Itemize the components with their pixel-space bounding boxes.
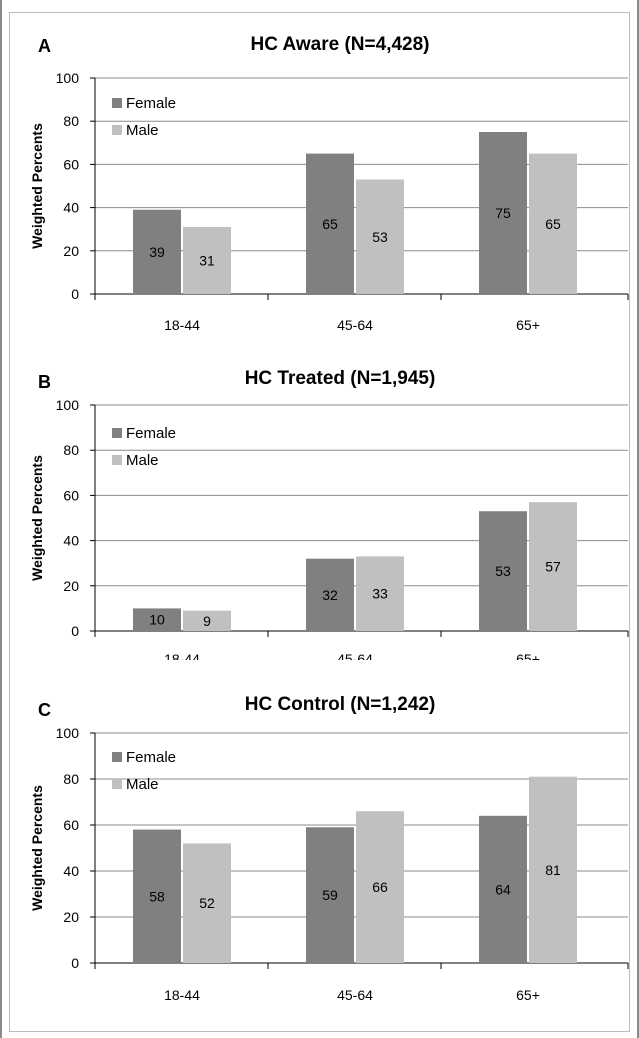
bar-female-45-64 bbox=[306, 827, 354, 963]
y-tick-label: 80 bbox=[63, 113, 79, 129]
bar-female-45-64 bbox=[306, 558, 354, 631]
legend-label: Female bbox=[126, 425, 176, 442]
legend-label: Male bbox=[126, 452, 159, 469]
data-label: 53 bbox=[372, 229, 388, 245]
legend-swatch bbox=[112, 428, 122, 438]
legend-swatch bbox=[112, 455, 122, 465]
data-label: 59 bbox=[322, 887, 338, 903]
x-tick-label: 18-44 bbox=[164, 987, 200, 1003]
data-label: 10 bbox=[149, 612, 165, 628]
data-label: 9 bbox=[203, 613, 211, 629]
bar-male-65+ bbox=[529, 153, 577, 294]
data-label: 31 bbox=[199, 253, 215, 269]
bar-male-45-64 bbox=[356, 556, 404, 631]
bar-male-65+ bbox=[529, 502, 577, 631]
data-label: 66 bbox=[372, 879, 388, 895]
x-tick-label: 65+ bbox=[516, 987, 540, 1003]
legend-label: Female bbox=[126, 749, 176, 766]
y-tick-label: 80 bbox=[63, 442, 79, 458]
x-tick-label: 45-64 bbox=[337, 651, 373, 660]
y-tick-label: 0 bbox=[71, 955, 79, 971]
y-tick-label: 40 bbox=[63, 200, 79, 216]
legend-label: Female bbox=[126, 95, 176, 112]
y-axis-label: Weighted Percents bbox=[29, 455, 45, 581]
x-tick-label: 65+ bbox=[516, 317, 540, 333]
y-tick-label: 100 bbox=[56, 725, 80, 741]
data-label: 32 bbox=[322, 587, 338, 603]
panel-b: B HC Treated (N=1,945) 0 20 40 60 80 100 Weigh… bbox=[29, 368, 629, 660]
panel-label: C bbox=[38, 700, 51, 720]
legend-swatch bbox=[112, 98, 122, 108]
panel-label: A bbox=[38, 36, 51, 56]
y-tick-label: 20 bbox=[63, 578, 79, 594]
data-label: 53 bbox=[495, 563, 511, 579]
x-tick-label: 65+ bbox=[516, 651, 540, 660]
y-tick-label: 80 bbox=[63, 771, 79, 787]
bar-female-65+ bbox=[479, 132, 527, 294]
bar-male-18-44 bbox=[183, 227, 231, 294]
y-tick-label: 60 bbox=[63, 817, 79, 833]
data-label: 81 bbox=[545, 862, 561, 878]
x-tick-label: 18-44 bbox=[164, 317, 200, 333]
y-tick-label: 0 bbox=[71, 623, 79, 639]
data-label: 52 bbox=[199, 895, 215, 911]
y-tick-label: 100 bbox=[56, 70, 80, 86]
left-page-edge bbox=[0, 0, 2, 1038]
y-tick-label: 60 bbox=[63, 487, 79, 503]
bar-male-18-44 bbox=[183, 843, 231, 963]
bar-female-45-64 bbox=[306, 153, 354, 294]
y-tick-label: 0 bbox=[71, 286, 79, 302]
right-page-edge bbox=[637, 0, 639, 1038]
y-axis-label: Weighted Percents bbox=[29, 785, 45, 911]
data-label: 58 bbox=[149, 888, 165, 904]
panel-label: B bbox=[38, 372, 51, 392]
chart-title: HC Treated (N=1,945) bbox=[244, 368, 436, 389]
y-tick-label: 100 bbox=[56, 397, 80, 413]
legend-swatch bbox=[112, 779, 122, 789]
bar-female-65+ bbox=[479, 815, 527, 963]
chart-b-svg: 0 20 40 60 80 100 Weighted Percents 10 9 18-44 32 3… bbox=[29, 397, 629, 660]
y-tick-label: 40 bbox=[63, 533, 79, 549]
x-tick-label: 45-64 bbox=[337, 987, 373, 1003]
x-tick-label: 45-64 bbox=[337, 317, 373, 333]
y-tick-label: 40 bbox=[63, 863, 79, 879]
panel-a: A HC Aware (N=4,428) 0 20 40 60 80 100 Weighte… bbox=[0, 0, 639, 340]
legend-swatch bbox=[112, 125, 122, 135]
bar-female-18-44 bbox=[133, 608, 181, 631]
bar-female-18-44 bbox=[133, 829, 181, 963]
data-label: 39 bbox=[149, 244, 165, 260]
y-tick-label: 20 bbox=[63, 243, 79, 259]
data-label: 57 bbox=[545, 559, 561, 575]
data-label: 65 bbox=[322, 216, 338, 232]
legend-swatch bbox=[112, 752, 122, 762]
data-label: 65 bbox=[545, 216, 561, 232]
chart-title: HC Aware (N=4,428) bbox=[250, 34, 430, 55]
bar-male-18-44 bbox=[183, 610, 231, 631]
legend-label: Male bbox=[126, 776, 159, 793]
bar-female-65+ bbox=[479, 511, 527, 631]
y-tick-label: 20 bbox=[63, 909, 79, 925]
bar-male-45-64 bbox=[356, 179, 404, 294]
data-label: 75 bbox=[495, 205, 511, 221]
chart-a-svg: 0 20 40 60 80 100 Weighted Percents 39 31 18-44 65… bbox=[29, 70, 629, 333]
y-tick-label: 60 bbox=[63, 156, 79, 172]
data-label: 64 bbox=[495, 881, 511, 897]
bar-male-45-64 bbox=[356, 811, 404, 963]
bar-female-18-44 bbox=[133, 209, 181, 294]
bar-male-65+ bbox=[529, 776, 577, 963]
legend-label: Male bbox=[126, 122, 159, 139]
data-label: 33 bbox=[372, 586, 388, 602]
x-tick-label: 18-44 bbox=[164, 651, 200, 660]
y-axis-label: Weighted Percents bbox=[29, 123, 45, 249]
chart-title: HC Control (N=1,242) bbox=[244, 694, 436, 715]
